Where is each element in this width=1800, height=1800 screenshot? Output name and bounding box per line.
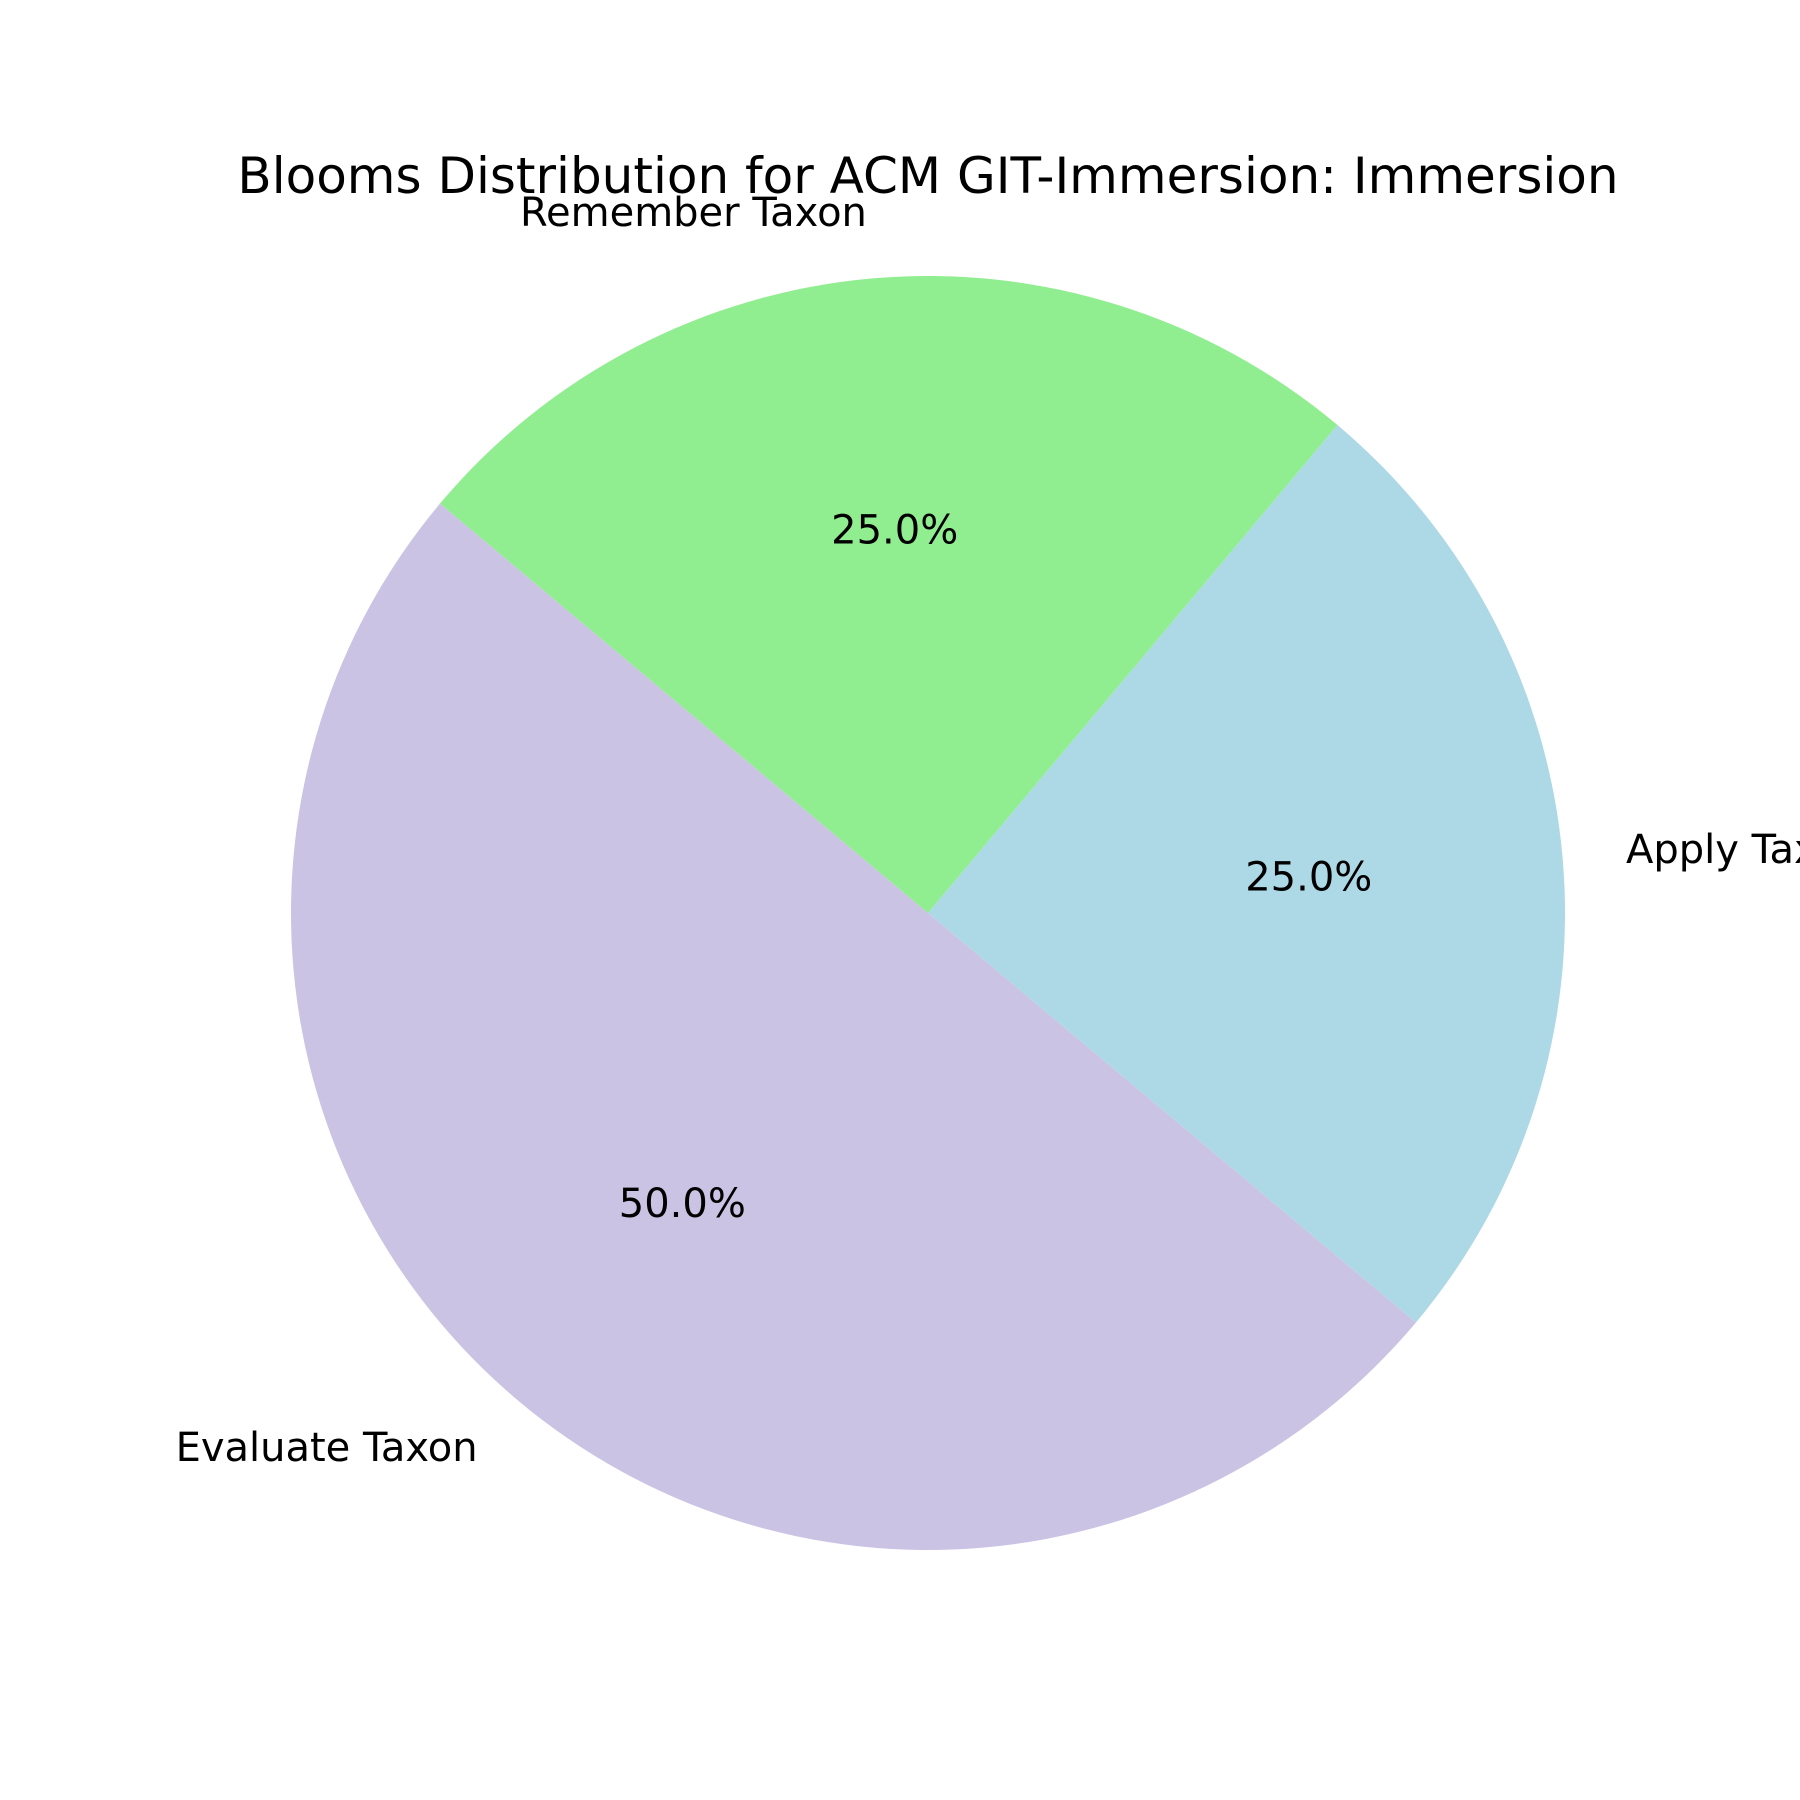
pie-slice-remember-taxon: [440, 275, 1338, 913]
pie-slice-apply-taxon: [928, 425, 1565, 1323]
pie-labels: Evaluate Taxon 50.0% Apply Taxon 25.0% Remem…: [176, 190, 1800, 1471]
chart-title: Blooms Distribution for ACM GIT-Immersio…: [237, 147, 1618, 205]
percent-label-evaluate-taxon: 50.0%: [619, 1181, 746, 1227]
percent-label-apply-taxon: 25.0%: [1245, 855, 1372, 901]
pie-slice-evaluate-taxon: [291, 503, 1416, 1550]
slice-label-remember-taxon: Remember Taxon: [520, 190, 867, 236]
percent-label-remember-taxon: 25.0%: [831, 507, 958, 553]
pie-slices: [291, 275, 1565, 1550]
slice-label-apply-taxon: Apply Taxon: [1626, 827, 1800, 873]
slice-label-evaluate-taxon: Evaluate Taxon: [176, 1425, 478, 1471]
